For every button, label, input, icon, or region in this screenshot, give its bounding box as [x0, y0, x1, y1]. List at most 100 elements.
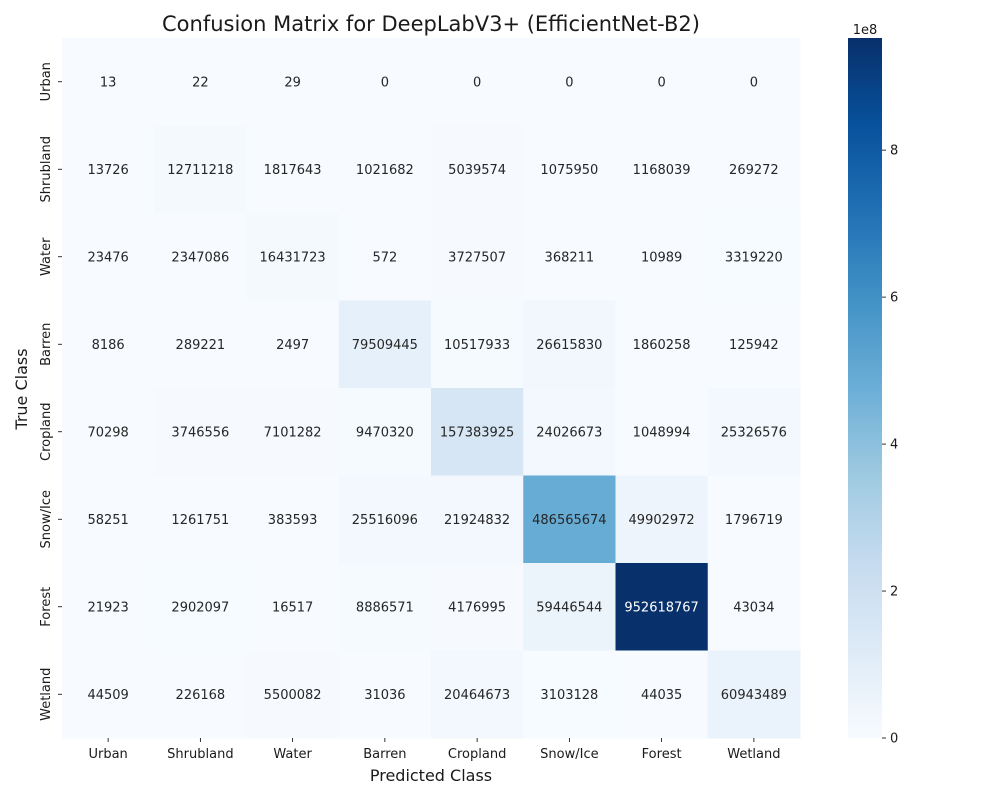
heatmap-cell	[338, 125, 432, 214]
heatmap-cell	[62, 650, 155, 739]
heatmap-cell	[338, 475, 432, 564]
cell-value-label: 26615830	[536, 338, 602, 353]
y-tick-label: Wetland	[39, 668, 54, 721]
cell-value-label: 44035	[641, 688, 682, 703]
heatmap-cell	[615, 213, 709, 301]
cell-value-label: 0	[750, 75, 758, 90]
cell-value-label: 13	[100, 75, 117, 90]
heatmap-cell	[338, 213, 432, 301]
heatmap-cell	[615, 300, 709, 389]
cell-value-label: 289221	[176, 338, 226, 353]
heatmap-cell	[62, 563, 155, 651]
heatmap-cell	[431, 125, 524, 214]
cell-value-label: 2347086	[171, 250, 229, 265]
cell-value-label: 16517	[272, 600, 313, 615]
cell-value-label: 1075950	[540, 163, 598, 178]
heatmap-cell	[246, 650, 340, 739]
cell-value-label: 49902972	[629, 513, 695, 528]
heatmap-cell	[246, 563, 340, 651]
cell-value-label: 1168039	[633, 163, 691, 178]
cell-value-label: 269272	[729, 163, 779, 178]
cell-value-label: 157383925	[440, 425, 514, 440]
heatmap-cell	[62, 475, 155, 564]
cell-value-label: 1796719	[725, 513, 783, 528]
heatmap-cell	[431, 475, 524, 564]
cell-value-label: 572	[372, 250, 397, 265]
cell-value-label: 10989	[641, 250, 682, 265]
colorbar-tick-label: 2	[890, 585, 898, 600]
cell-value-label: 1860258	[633, 338, 691, 353]
heatmap-cell	[62, 213, 155, 301]
heatmap-cell	[246, 38, 340, 126]
heatmap-cell	[523, 388, 616, 476]
cell-value-label: 0	[473, 75, 481, 90]
colorbar-tick-label: 0	[890, 732, 898, 747]
cell-value-label: 3103128	[540, 688, 598, 703]
colorbar-tick-label: 8	[890, 144, 898, 159]
x-tick-label: Urban	[88, 747, 127, 762]
heatmap-cell	[707, 563, 801, 651]
cell-value-label: 952618767	[624, 600, 698, 615]
heatmap-cell	[707, 300, 801, 389]
heatmap-cell	[431, 38, 524, 126]
cell-value-label: 1817643	[264, 163, 322, 178]
cell-value-label: 24026673	[536, 425, 602, 440]
cell-value-label: 5500082	[264, 688, 322, 703]
heatmap-cell	[615, 388, 709, 476]
x-axis-label: Predicted Class	[370, 766, 492, 785]
heatmap-cell	[338, 38, 432, 126]
heatmap-cell	[154, 213, 247, 301]
heatmap-cell	[431, 213, 524, 301]
y-axis-ticks: Urban Shrubland Water Barren Cropland Snow/Ic…	[39, 62, 62, 721]
heatmap-cell	[431, 563, 524, 651]
heatmap-cell	[62, 300, 155, 389]
heatmap-cell	[431, 388, 524, 476]
cell-value-label: 1048994	[633, 425, 691, 440]
heatmap-cell	[615, 475, 709, 564]
y-tick-label: Forest	[39, 587, 54, 627]
y-tick-label: Water	[39, 237, 54, 276]
x-axis-ticks: Urban Shrubland Water Barren Cropland Snow/Ic…	[88, 738, 781, 762]
cell-value-label: 125942	[729, 338, 779, 353]
heatmap-cell	[523, 38, 616, 126]
cell-value-label: 486565674	[532, 513, 606, 528]
heatmap-cell	[62, 125, 155, 214]
heatmap-cell	[615, 563, 709, 651]
cell-value-label: 22	[192, 75, 209, 90]
cell-value-label: 43034	[733, 600, 774, 615]
cell-value-label: 3319220	[725, 250, 783, 265]
cell-value-label: 2497	[276, 338, 309, 353]
y-tick-label: Urban	[39, 62, 54, 101]
cell-value-label: 0	[657, 75, 665, 90]
heatmap-cell	[338, 563, 432, 651]
heatmap-cell	[615, 650, 709, 739]
x-tick-label: Snow/Ice	[540, 747, 598, 762]
cell-value-label: 13726	[87, 163, 128, 178]
heatmap-cell	[523, 650, 616, 739]
cell-value-label: 383593	[268, 513, 318, 528]
heatmap-cell	[615, 125, 709, 214]
heatmap-cell	[707, 38, 801, 126]
heatmap-cell	[431, 300, 524, 389]
cell-value-label: 1261751	[171, 513, 229, 528]
cell-value-label: 3746556	[171, 425, 229, 440]
heatmap-cell	[523, 300, 616, 389]
heatmap-cell	[707, 650, 801, 739]
cell-value-label: 1021682	[356, 163, 414, 178]
cell-value-label: 0	[381, 75, 389, 90]
cell-value-label: 8186	[92, 338, 125, 353]
heatmap-cell	[707, 125, 801, 214]
colorbar: 0 2 4 6 8 1e8	[848, 23, 898, 747]
cell-value-label: 44509	[87, 688, 128, 703]
heatmap-cell	[246, 475, 340, 564]
cell-value-label: 58251	[87, 513, 128, 528]
cell-value-label: 7101282	[264, 425, 322, 440]
cell-value-label: 226168	[176, 688, 226, 703]
cell-value-label: 5039574	[448, 163, 506, 178]
x-tick-label: Water	[273, 747, 312, 762]
cell-value-label: 368211	[545, 250, 595, 265]
heatmap-cell	[62, 388, 155, 476]
y-tick-label: Barren	[39, 323, 54, 366]
heatmap-cell	[246, 300, 340, 389]
